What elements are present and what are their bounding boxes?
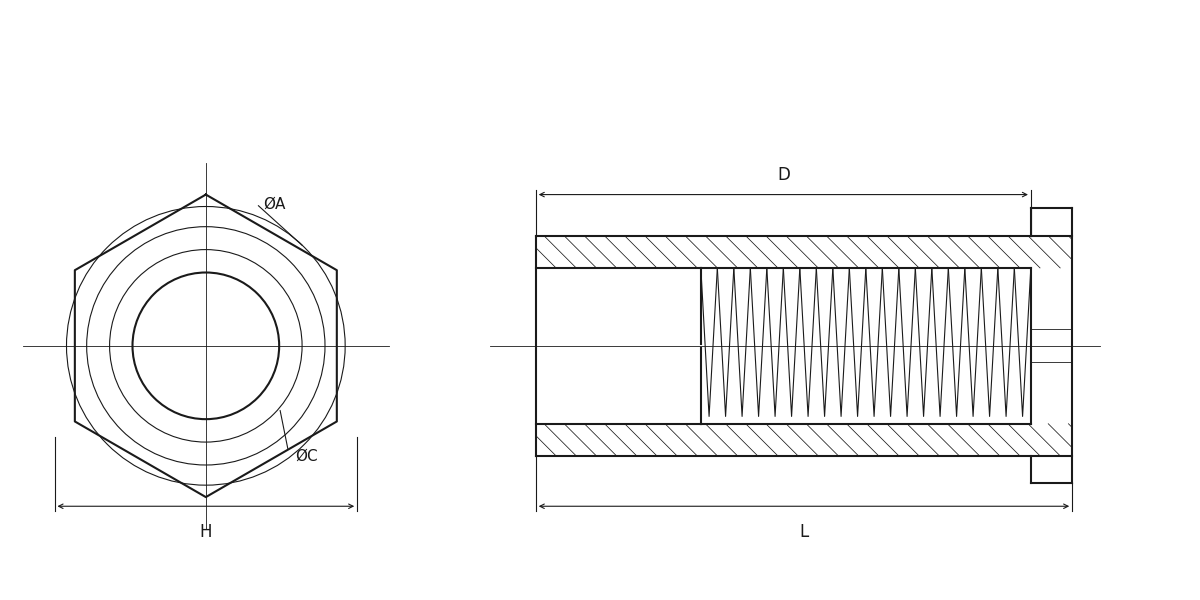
Text: L: L xyxy=(799,523,809,541)
Text: ØC: ØC xyxy=(295,448,318,463)
Text: D: D xyxy=(776,166,790,184)
Text: ØA: ØA xyxy=(264,196,286,211)
Text: H: H xyxy=(199,523,212,541)
